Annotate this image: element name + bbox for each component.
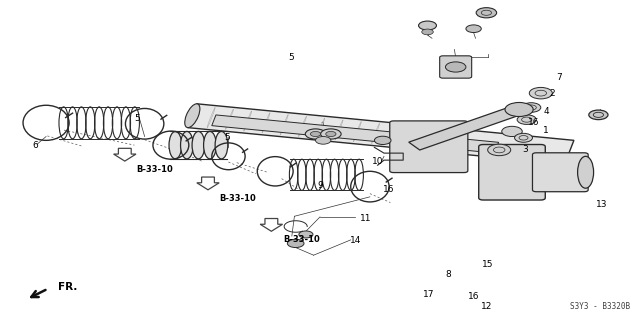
Text: B-33-10: B-33-10: [136, 165, 173, 174]
Circle shape: [476, 8, 497, 18]
Text: 6: 6: [33, 141, 38, 150]
Circle shape: [515, 133, 532, 142]
Circle shape: [316, 137, 331, 144]
Text: 5: 5: [289, 53, 294, 62]
Circle shape: [517, 115, 536, 124]
Ellipse shape: [204, 131, 216, 159]
Ellipse shape: [589, 110, 608, 120]
Text: 2: 2: [549, 89, 554, 98]
Text: 7: 7: [557, 73, 562, 82]
Circle shape: [522, 103, 541, 112]
FancyArrow shape: [114, 148, 136, 161]
Circle shape: [419, 21, 436, 30]
FancyBboxPatch shape: [390, 121, 468, 173]
Text: 8: 8: [445, 270, 451, 279]
Text: 10: 10: [372, 157, 383, 166]
Ellipse shape: [185, 104, 200, 128]
Text: S3Y3 - B3320B: S3Y3 - B3320B: [570, 302, 630, 311]
Ellipse shape: [192, 131, 205, 159]
Circle shape: [445, 62, 466, 72]
Text: 4: 4: [544, 107, 549, 116]
FancyArrow shape: [260, 219, 283, 231]
Text: 5: 5: [225, 133, 230, 142]
Bar: [212, 115, 499, 153]
Ellipse shape: [180, 131, 193, 159]
Bar: [409, 106, 525, 150]
FancyBboxPatch shape: [479, 145, 545, 200]
FancyBboxPatch shape: [532, 153, 588, 192]
Text: B-33-10: B-33-10: [220, 194, 256, 203]
Text: 3: 3: [522, 145, 527, 154]
Ellipse shape: [215, 131, 228, 159]
Circle shape: [488, 144, 511, 156]
Circle shape: [326, 131, 336, 137]
Circle shape: [310, 131, 321, 137]
Text: B-33-10: B-33-10: [283, 235, 319, 244]
Circle shape: [502, 126, 522, 137]
Text: 12: 12: [481, 302, 492, 311]
Circle shape: [374, 136, 391, 145]
Ellipse shape: [169, 131, 182, 159]
FancyBboxPatch shape: [440, 56, 472, 78]
Ellipse shape: [578, 156, 594, 188]
Text: FR.: FR.: [58, 282, 77, 292]
Circle shape: [529, 87, 552, 99]
Text: 17: 17: [423, 290, 435, 299]
Bar: [188, 104, 574, 164]
Text: 1: 1: [543, 126, 548, 135]
Text: 14: 14: [349, 236, 361, 245]
Circle shape: [287, 239, 304, 248]
Text: 15: 15: [482, 260, 493, 269]
Circle shape: [299, 231, 313, 238]
Circle shape: [422, 29, 433, 35]
Text: 9: 9: [317, 181, 323, 189]
Circle shape: [466, 25, 481, 33]
Text: 16: 16: [383, 185, 395, 194]
Circle shape: [305, 129, 326, 139]
FancyArrow shape: [197, 177, 219, 190]
Text: 5: 5: [135, 114, 140, 122]
Circle shape: [505, 102, 533, 116]
Text: 16: 16: [528, 118, 540, 127]
Text: 11: 11: [360, 214, 372, 223]
Text: 16: 16: [468, 292, 479, 300]
Circle shape: [321, 129, 341, 139]
Text: 13: 13: [596, 200, 607, 209]
